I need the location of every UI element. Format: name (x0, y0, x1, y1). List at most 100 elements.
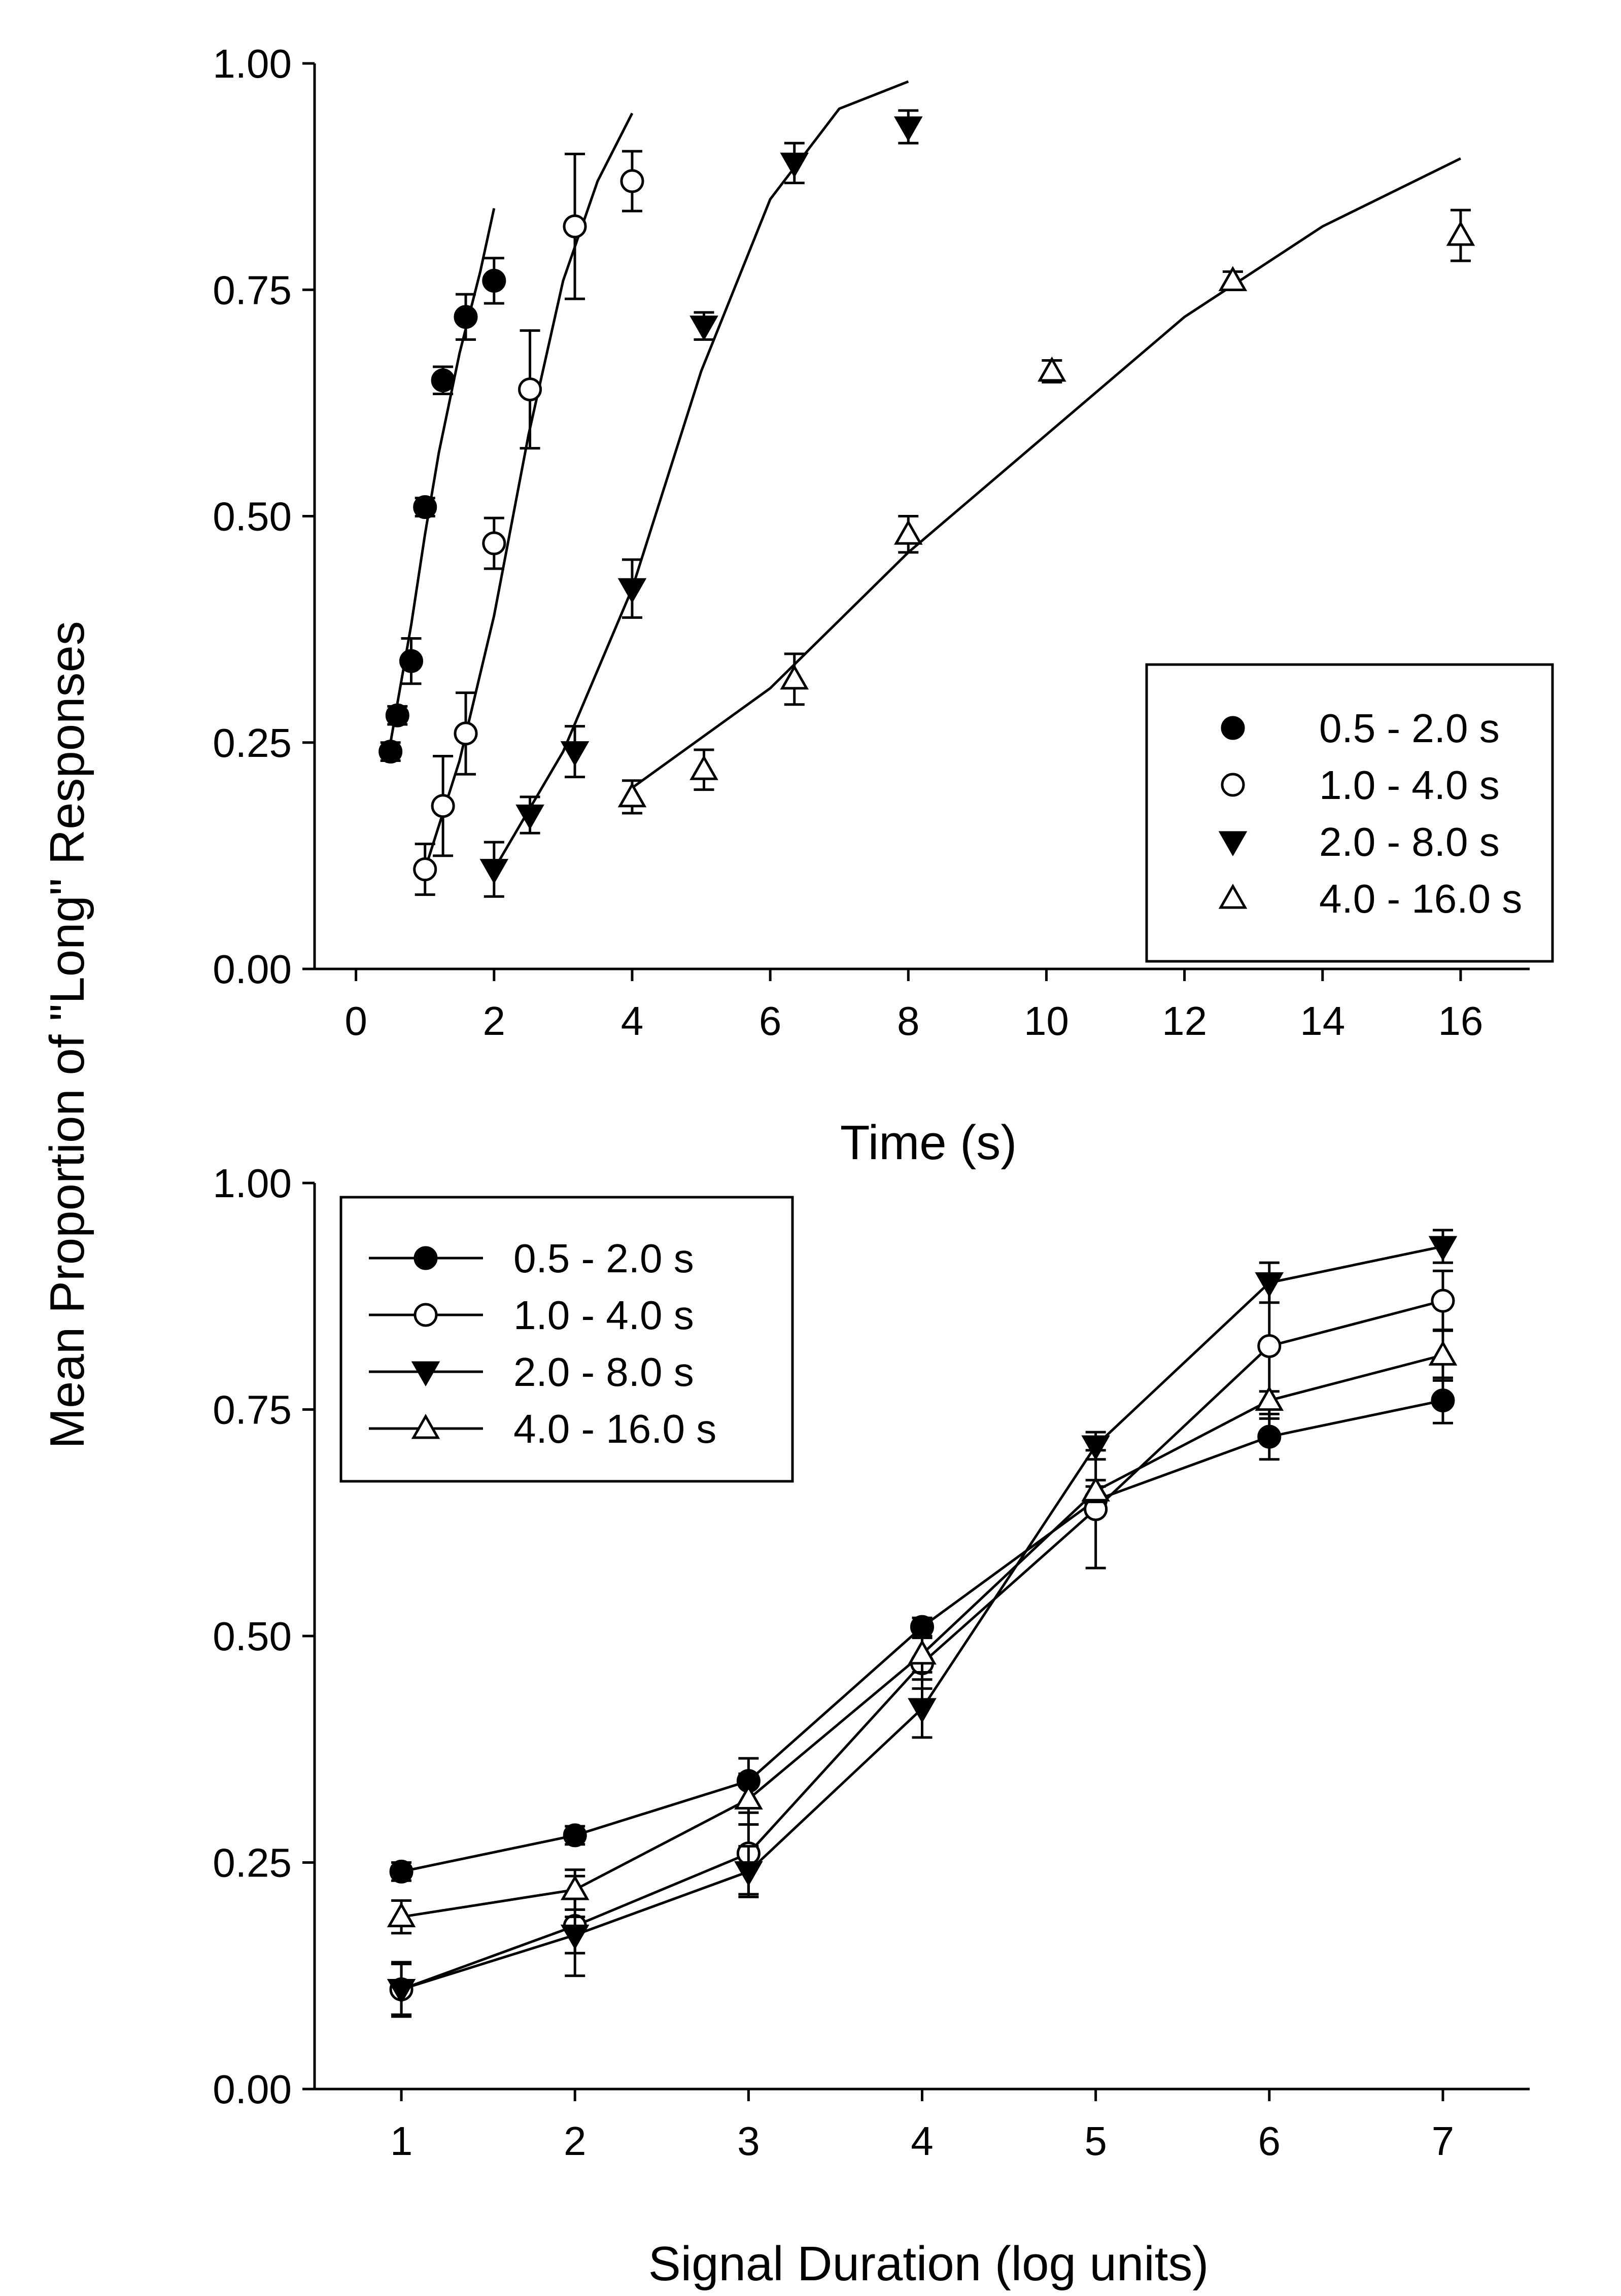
top-data-point (1218, 266, 1248, 291)
bottom-series-4 (387, 1328, 1458, 1935)
bottom-data-point (1081, 1435, 1110, 1460)
top-data-point (385, 703, 409, 727)
top-data-point (689, 755, 718, 780)
bottom-legend-label: 1.0 - 4.0 s (513, 1293, 694, 1338)
top-data-point (617, 578, 647, 604)
top-y-tick-label: 0.50 (213, 494, 292, 539)
top-fit-curve (424, 113, 634, 870)
top-data-point (1446, 221, 1475, 246)
top-x-tick-label: 10 (1024, 998, 1069, 1043)
bottom-series-3 (387, 1229, 1458, 2018)
top-x-tick-label: 8 (897, 998, 920, 1043)
top-data-point (780, 664, 809, 690)
top-data-point (1038, 356, 1066, 382)
top-data-point (689, 316, 718, 341)
bottom-panel: 0.00 0.25 0.50 0.75 1.00 1 2 3 4 5 6 7 Signal Durati… (213, 1161, 1530, 2291)
bottom-y-tick-label: 0.75 (213, 1387, 292, 1433)
bottom-x-tick-label: 5 (1084, 2118, 1107, 2164)
bottom-data-point (1081, 1476, 1110, 1502)
bottom-legend-marker (413, 1246, 438, 1270)
bottom-data-point (1257, 1334, 1282, 1358)
top-data-point (620, 169, 644, 193)
top-data-point (515, 805, 544, 830)
top-x-tick-label: 16 (1438, 998, 1483, 1043)
top-x-tick-label: 12 (1162, 998, 1207, 1043)
bottom-legend-marker (411, 1361, 440, 1387)
bottom-legend-label: 4.0 - 16.0 s (513, 1406, 716, 1451)
bottom-y-tick-label: 1.00 (213, 1161, 292, 1206)
bottom-data-point (1257, 1424, 1282, 1449)
bottom-legend: 0.5 - 2.0 s 1.0 - 4.0 s 2.0 - 8.0 s 4.0 - 1… (339, 1196, 794, 1483)
top-series-1 (378, 208, 506, 764)
top-x-tick-label: 6 (759, 998, 782, 1043)
top-series-3 (479, 80, 923, 898)
bottom-data-point (1428, 1340, 1458, 1366)
bottom-data-point (389, 1859, 413, 1884)
top-data-point (893, 116, 923, 142)
top-data-point (399, 649, 424, 673)
top-legend-marker (1218, 883, 1248, 909)
bottom-legend-marker (413, 1303, 438, 1327)
bottom-data-point (734, 1784, 763, 1810)
top-legend-marker (1221, 716, 1245, 740)
top-legend-marker (1221, 773, 1245, 797)
top-y-tick-label: 1.00 (213, 41, 292, 86)
top-legend-marker (1218, 831, 1248, 857)
top-data-point (482, 531, 506, 555)
top-legend-label: 1.0 - 4.0 s (1319, 762, 1500, 808)
top-data-point (563, 214, 587, 238)
bottom-data-point (387, 1902, 416, 1928)
top-x-tick-label: 0 (344, 998, 367, 1043)
top-fit-curve (493, 80, 909, 870)
top-data-point (431, 794, 455, 818)
bottom-data-point (560, 1875, 590, 1900)
bottom-data-point (1255, 1385, 1284, 1411)
top-data-point (413, 857, 437, 882)
top-series-2 (413, 113, 644, 896)
top-legend-label: 4.0 - 16.0 s (1319, 876, 1522, 921)
top-legend-label: 2.0 - 8.0 s (1319, 819, 1500, 864)
top-data-point (780, 152, 809, 178)
top-data-point (479, 859, 509, 884)
top-data-point (518, 377, 542, 402)
top-data-point (431, 368, 455, 393)
bottom-data-point (1255, 1272, 1284, 1298)
bottom-legend-label: 2.0 - 8.0 s (513, 1349, 694, 1395)
bottom-data-point (387, 1979, 416, 2004)
bottom-data-point (1431, 1388, 1455, 1413)
bottom-data-point (734, 1861, 763, 1887)
top-legend-frame (1145, 663, 1554, 963)
top-legend-label: 0.5 - 2.0 s (1319, 706, 1500, 751)
top-legend: 0.5 - 2.0 s 1.0 - 4.0 s 2.0 - 8.0 s 4.0 - 1… (1145, 663, 1554, 963)
shared-y-axis-title: Mean Proportion of "Long" Responses (40, 621, 94, 1449)
bottom-data-point (563, 1823, 587, 1848)
top-data-point (617, 782, 647, 808)
bottom-data-point (910, 1615, 934, 1639)
top-data-point (413, 495, 437, 519)
bottom-x-axis-title: Signal Duration (log units) (648, 2237, 1209, 2291)
bottom-data-point (908, 1639, 937, 1665)
bottom-y-tick-label: 0.50 (213, 1614, 292, 1659)
bottom-x-tick-label: 1 (390, 2118, 413, 2164)
top-x-axis-title: Time (s) (840, 1116, 1017, 1170)
top-x-tick-label: 14 (1300, 998, 1345, 1043)
top-y-tick-label: 0.00 (213, 947, 292, 992)
top-y-tick-label: 0.75 (213, 267, 292, 312)
bottom-x-tick-label: 7 (1432, 2118, 1455, 2164)
top-data-point (560, 741, 590, 767)
top-panel: 0.00 0.25 0.50 0.75 1.00 0 2 4 6 8 10 12 14 16 Time (s… (213, 41, 1554, 1170)
top-fit-curve (631, 157, 1462, 789)
bottom-x-tick-label: 3 (737, 2118, 760, 2164)
bottom-data-point (560, 1924, 590, 1950)
bottom-y-tick-label: 0.25 (213, 1840, 292, 1886)
bottom-legend-marker (411, 1413, 440, 1439)
bottom-x-tick-label: 6 (1258, 2118, 1281, 2164)
bottom-data-point (1431, 1289, 1455, 1313)
top-data-point (454, 305, 478, 329)
bottom-data-point (1428, 1236, 1458, 1262)
bottom-data-point (908, 1698, 937, 1723)
top-x-tick-label: 2 (483, 998, 506, 1043)
top-series-4 (617, 157, 1475, 815)
bottom-x-tick-label: 2 (564, 2118, 587, 2164)
